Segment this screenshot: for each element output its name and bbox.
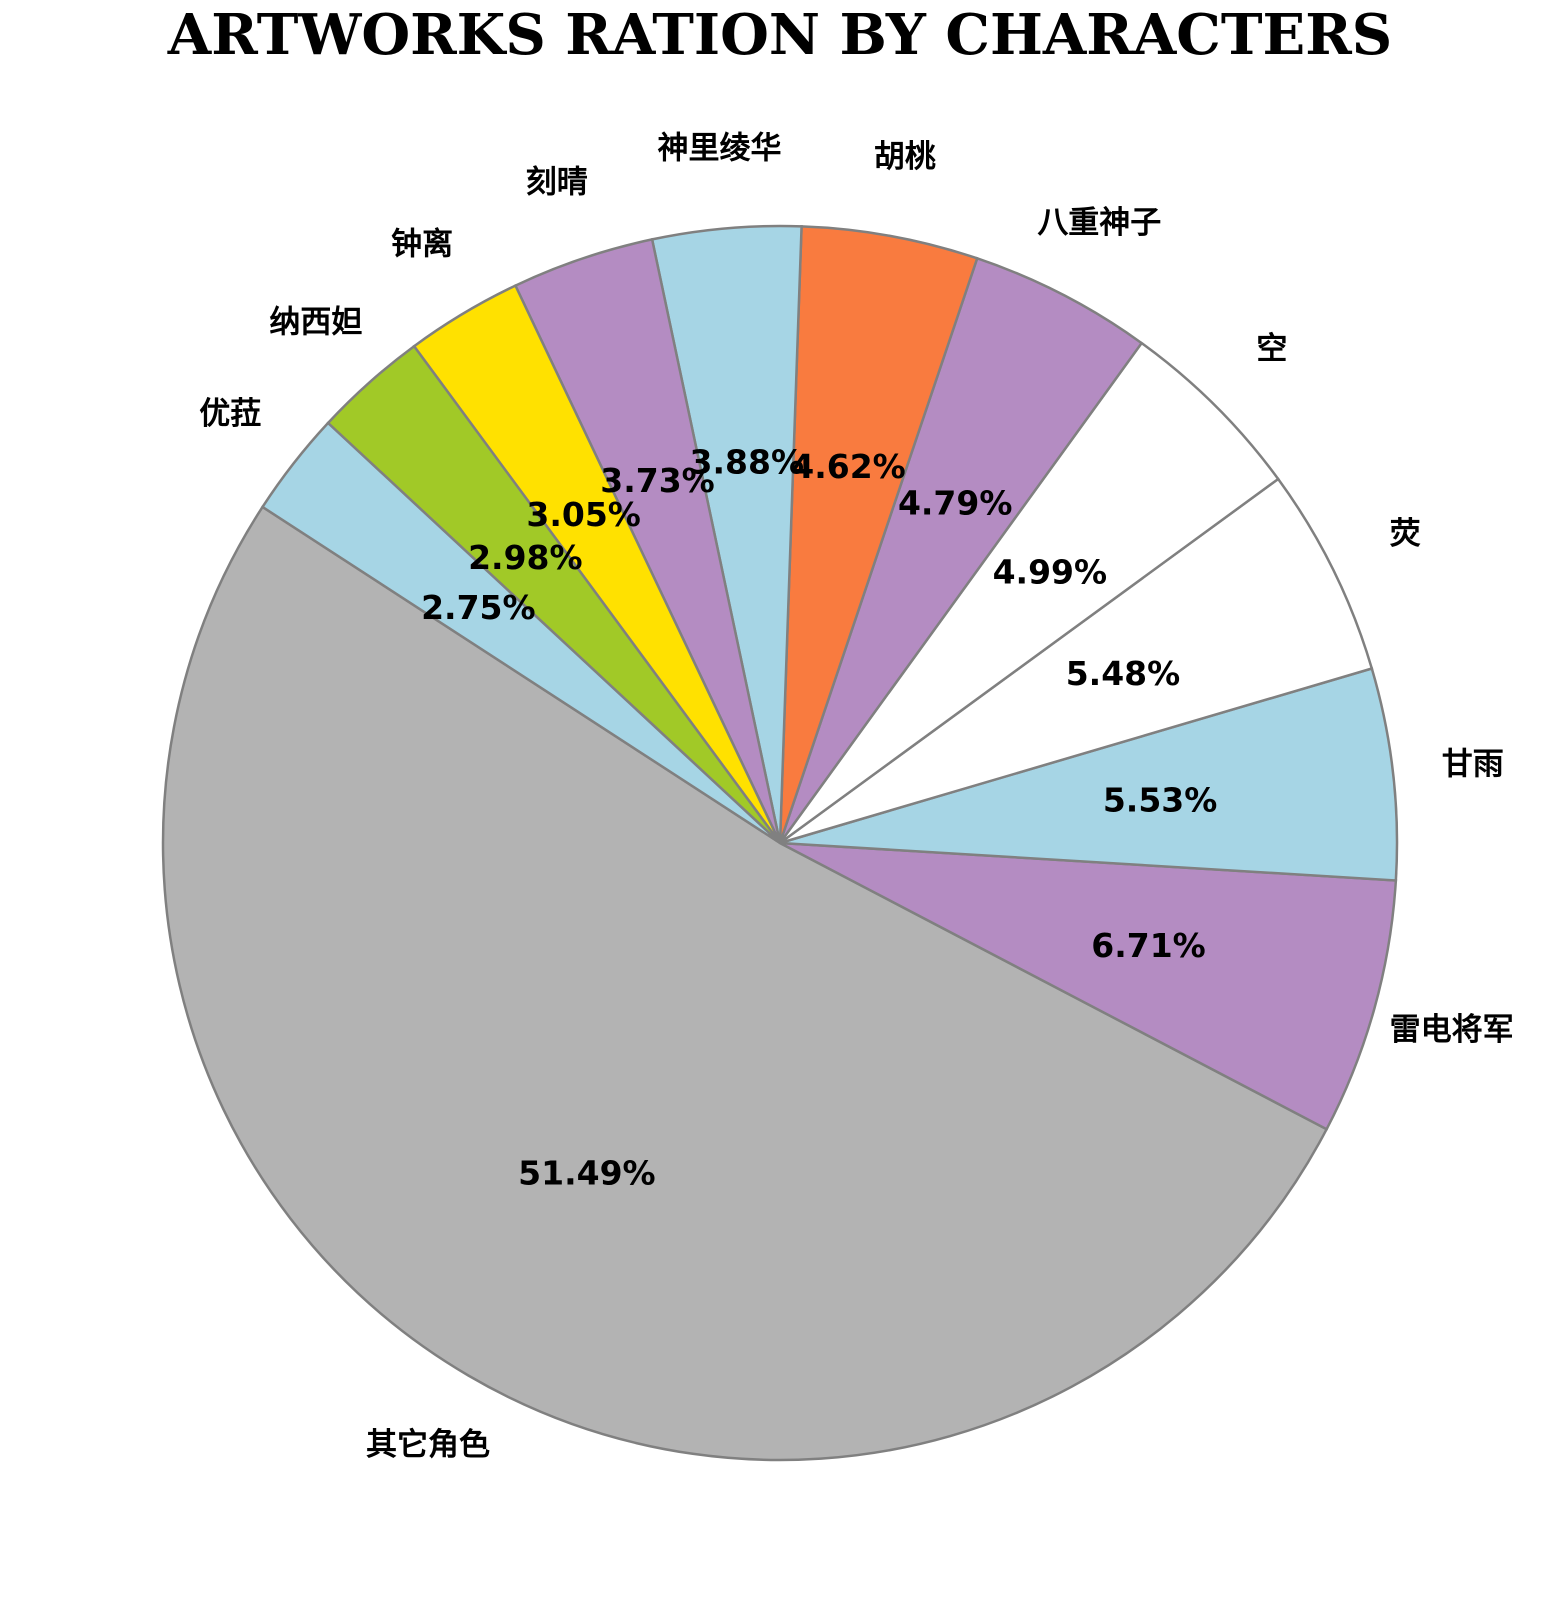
slice-category-label: 其它角色 [366,1427,490,1463]
pie-slice-0 [161,505,1329,1462]
pie-slice-11 [260,421,781,845]
slice-percent-label: 6.71% [1091,926,1206,965]
pie-slice-6 [778,225,979,844]
slice-category-label: 八重神子 [1037,205,1161,241]
pie-slice-5 [778,256,1144,844]
slice-category-label: 钟离 [391,227,453,263]
pie-slice-4 [778,341,1280,845]
slice-percent-label: 4.99% [993,552,1108,591]
slice-category-label: 雷电将军 [1390,1012,1514,1048]
slice-category-label: 优菈 [199,396,261,432]
slice-percent-label: 3.05% [526,495,641,534]
pie-slice-2 [779,666,1399,882]
chart-title: ARTWORKS RATION BY CHARACTERS [167,2,1393,68]
slice-percent-label: 5.53% [1103,780,1218,819]
percent-labels: 51.49% 6.71% 5.53% 5.48% 4.99% 4.79%4.62%3.88… [421,442,1217,1192]
slice-percent-label: 2.75% [421,588,536,627]
slice-percent-label: 51.49% [518,1154,655,1193]
slice-category-label: 纳西妲 [269,305,362,341]
slice-category-label: 荧 [1390,516,1421,552]
slice-category-label: 神里绫华 [657,130,781,166]
slice-category-label: 甘雨 [1442,746,1504,782]
slice-percent-label: 5.48% [1066,654,1181,693]
slice-percent-label: 4.62% [791,447,906,486]
pie-slice-3 [779,477,1374,845]
slice-category-label: 胡桃 [874,139,936,175]
pie-slice-1 [779,841,1398,1131]
slice-percent-label: 4.79% [898,483,1013,522]
slice-percent-label: 3.73% [600,461,715,500]
slice-category-label: 刻晴 [526,165,588,201]
slice-percent-label: 3.88% [690,442,805,481]
slice-category-label: 空 [1256,331,1287,367]
slice-percent-label: 2.98% [468,538,583,577]
pie-slices [161,224,1399,1462]
